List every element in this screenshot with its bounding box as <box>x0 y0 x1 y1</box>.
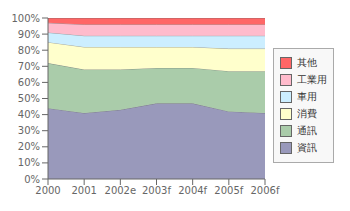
svg-text:2000: 2000 <box>35 185 60 196</box>
html-text:消費: 消費 <box>297 108 317 119</box>
svg-text:20%: 20% <box>18 141 40 152</box>
html-text:車用: 車用 <box>297 91 317 102</box>
svg-text:2006f: 2006f <box>251 185 280 196</box>
svg-text:2003f: 2003f <box>142 185 171 196</box>
svg-text:2002e: 2002e <box>105 185 137 196</box>
svg-text:30%: 30% <box>18 125 40 136</box>
svg-text:10%: 10% <box>18 157 40 168</box>
svg-text:40%: 40% <box>18 109 40 120</box>
svg-text:2005f: 2005f <box>214 185 243 196</box>
html-text:通訊: 通訊 <box>297 125 317 136</box>
svg-text:0%: 0% <box>24 174 40 185</box>
svg-text:90%: 90% <box>18 29 40 40</box>
svg-text:50%: 50% <box>18 93 40 104</box>
html-text:工業用: 工業用 <box>297 74 327 85</box>
svg-text:80%: 80% <box>18 45 40 56</box>
html-text:資訊: 資訊 <box>297 142 317 153</box>
svg-text:2004f: 2004f <box>178 185 207 196</box>
svg-text:100%: 100% <box>11 13 40 24</box>
svg-text:70%: 70% <box>18 61 40 72</box>
svg-text:2001: 2001 <box>71 185 96 196</box>
svg-text:60%: 60% <box>18 77 40 88</box>
html-text:其他: 其他 <box>297 57 317 68</box>
